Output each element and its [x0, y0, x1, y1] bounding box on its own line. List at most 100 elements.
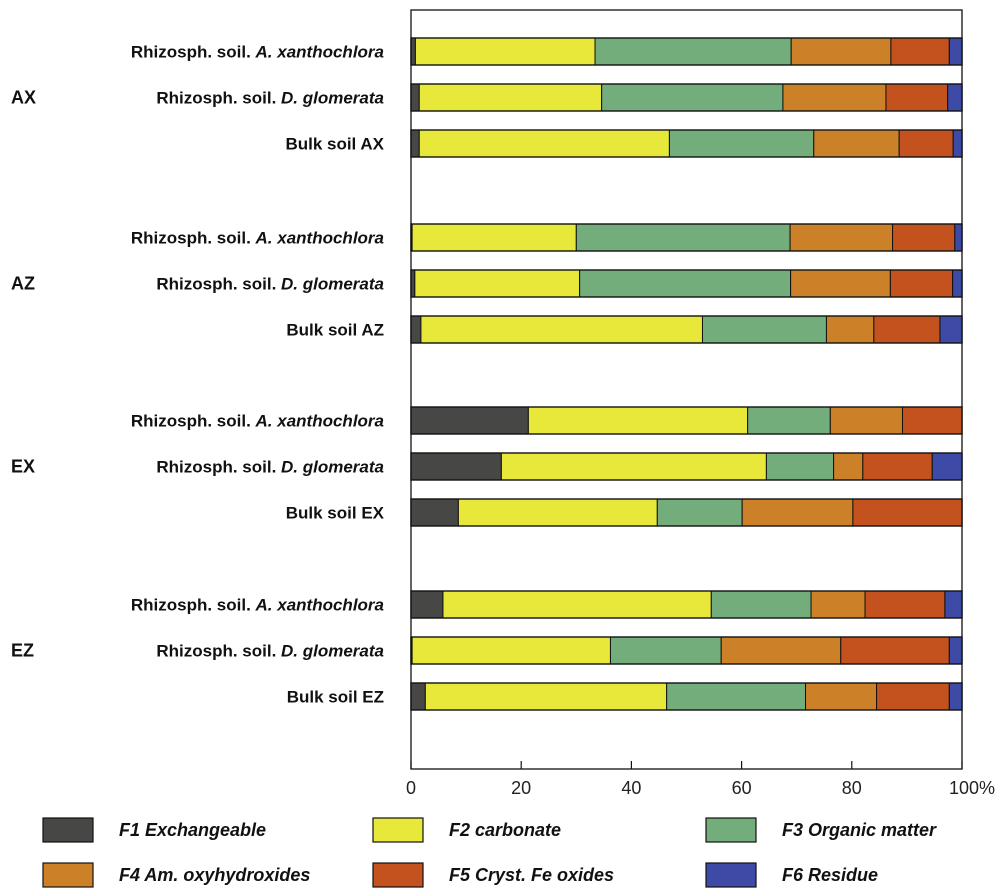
bar-segment-ax-3-f5 [898, 129, 954, 158]
bar-segment-az-1-f3 [575, 223, 791, 252]
bar-outline [410, 406, 963, 435]
bar-segment-ex-1-f2 [527, 406, 749, 435]
row-label: Rhizosph. soil. A. xanthochlora [131, 412, 384, 431]
bar-segment-az-3-f5 [873, 315, 941, 344]
bar-outline [410, 269, 963, 298]
bar-segment-ex-2-f6 [931, 452, 963, 481]
x-tick-label: 0 [406, 778, 416, 798]
bar-segment-ez-2-f2 [411, 636, 611, 665]
bar-segment-ez-1-f3 [710, 590, 812, 619]
bar-segment-az-1-f5 [892, 223, 956, 252]
row-label: Rhizosph. soil. D. glomerata [156, 458, 384, 477]
row-label: Bulk soil AZ [286, 321, 384, 340]
row-label: Rhizosph. soil. D. glomerata [156, 275, 384, 294]
legend-label: F3 Organic matter [782, 820, 937, 840]
bar-segment-ez-3-f5 [876, 682, 950, 711]
legend-swatch [42, 817, 94, 843]
bar-segment-ex-2-f4 [833, 452, 864, 481]
legend-label: F1 Exchangeable [119, 820, 266, 840]
bar-segment-ex-2-f2 [500, 452, 767, 481]
row-label: Rhizosph. soil. A. xanthochlora [131, 229, 384, 248]
bar-segment-az-1-f6 [954, 223, 963, 252]
bar-segment-ax-1-f2 [414, 37, 596, 66]
bar-segment-ez-2-f6 [948, 636, 963, 665]
bar-segment-ax-2-f2 [418, 83, 603, 112]
row-label: Rhizosph. soil. A. xanthochlora [131, 43, 384, 62]
x-tick-label: 80 [842, 778, 862, 798]
legend: F1 Exchangeable F2 carbonate F3 Organic ma… [42, 817, 937, 888]
legend-swatch [705, 862, 757, 888]
bar-segment-ax-2-f6 [947, 83, 963, 112]
bar-segment-az-2-f4 [790, 269, 891, 298]
bar-outline [410, 452, 963, 481]
bar-segment-ax-3-f3 [668, 129, 815, 158]
x-tick-label: 60 [732, 778, 752, 798]
bar-segment-ex-1-f5 [901, 406, 963, 435]
legend-swatch [372, 862, 424, 888]
bar-segment-ex-2-f5 [862, 452, 933, 481]
row-label: Rhizosph. soil. A. xanthochlora [131, 596, 384, 615]
bar-segment-ex-3-f5 [852, 498, 963, 527]
bar-outline [410, 129, 963, 158]
x-tick-label: 100% [949, 778, 995, 798]
bar-segment-ez-2-f3 [609, 636, 722, 665]
bar-outline [410, 223, 963, 252]
group-label: EX [11, 457, 35, 477]
bar-segment-ax-1-f6 [948, 37, 963, 66]
bar-segment-ez-3-f4 [805, 682, 878, 711]
group-labels: AX AZ EX EZ [11, 88, 36, 661]
bar-segment-ez-3-f3 [666, 682, 807, 711]
bar-segment-ex-1-f4 [829, 406, 903, 435]
bar-segment-ax-2-f4 [782, 83, 887, 112]
bar-segment-ax-3-f6 [952, 129, 963, 158]
bar-segment-ax-3-f1 [410, 129, 420, 158]
x-axis: 0 20 40 60 80 100% [406, 761, 995, 798]
x-tick-label: 20 [511, 778, 531, 798]
group-label: AZ [11, 274, 35, 294]
group-label: EZ [11, 641, 34, 661]
bar-segment-ex-1-f1 [410, 406, 529, 435]
row-label: Bulk soil AX [285, 135, 384, 154]
bar-segment-ez-1-f4 [810, 590, 866, 619]
bar-segment-az-3-f4 [825, 315, 875, 344]
bar-segment-az-1-f2 [411, 223, 577, 252]
bar-segment-az-3-f1 [410, 315, 422, 344]
bar-segment-ax-2-f1 [410, 83, 420, 112]
bar-segment-ez-2-f5 [840, 636, 950, 665]
row-labels: Rhizosph. soil. A. xanthochlora Rhizosph.… [131, 43, 385, 707]
bar-outline [410, 682, 963, 711]
bar-segment-ez-1-f1 [410, 590, 444, 619]
row-label: Rhizosph. soil. D. glomerata [156, 89, 384, 108]
bar-segment-ez-3-f6 [948, 682, 963, 711]
plot-frame [410, 9, 963, 770]
row-label: Rhizosph. soil. D. glomerata [156, 642, 384, 661]
bar-segment-ex-3-f3 [656, 498, 743, 527]
group-label: AX [11, 88, 36, 108]
legend-label: F4 Am. oxyhydroxides [119, 865, 310, 885]
bar-segment-ex-3-f4 [741, 498, 854, 527]
bar-segment-az-1-f4 [789, 223, 894, 252]
bar-outline [410, 83, 963, 112]
bar-segment-ax-2-f3 [601, 83, 784, 112]
bar-segment-az-2-f3 [579, 269, 792, 298]
legend-swatch [372, 817, 424, 843]
x-tick-label: 40 [621, 778, 641, 798]
row-label: Bulk soil EZ [287, 688, 384, 707]
bar-segment-az-3-f3 [701, 315, 827, 344]
bar-segment-ez-2-f4 [720, 636, 842, 665]
bar-outline [410, 498, 963, 527]
bars-layer [410, 37, 963, 711]
legend-label: F5 Cryst. Fe oxides [449, 865, 614, 885]
bar-segment-ax-1-f3 [594, 37, 792, 66]
bar-segment-az-3-f2 [420, 315, 703, 344]
row-label: Bulk soil EX [286, 504, 385, 523]
bar-segment-az-3-f6 [939, 315, 963, 344]
legend-label: F6 Residue [782, 865, 878, 885]
bar-segment-ez-3-f1 [410, 682, 426, 711]
bar-segment-az-2-f2 [414, 269, 581, 298]
legend-label: F2 carbonate [449, 820, 561, 840]
legend-swatch [705, 817, 757, 843]
bar-segment-ex-1-f3 [747, 406, 831, 435]
bar-segment-ax-3-f4 [813, 129, 900, 158]
